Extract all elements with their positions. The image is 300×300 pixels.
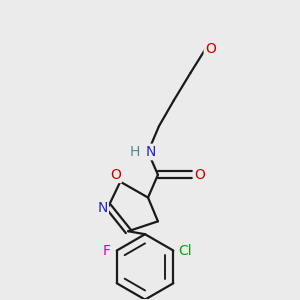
Text: Cl: Cl — [178, 244, 192, 258]
Text: N: N — [146, 145, 156, 159]
Text: N: N — [97, 202, 108, 215]
Text: F: F — [103, 244, 111, 258]
Text: O: O — [205, 42, 216, 56]
Text: O: O — [110, 168, 121, 182]
Text: H: H — [130, 145, 140, 159]
Text: O: O — [194, 168, 205, 182]
